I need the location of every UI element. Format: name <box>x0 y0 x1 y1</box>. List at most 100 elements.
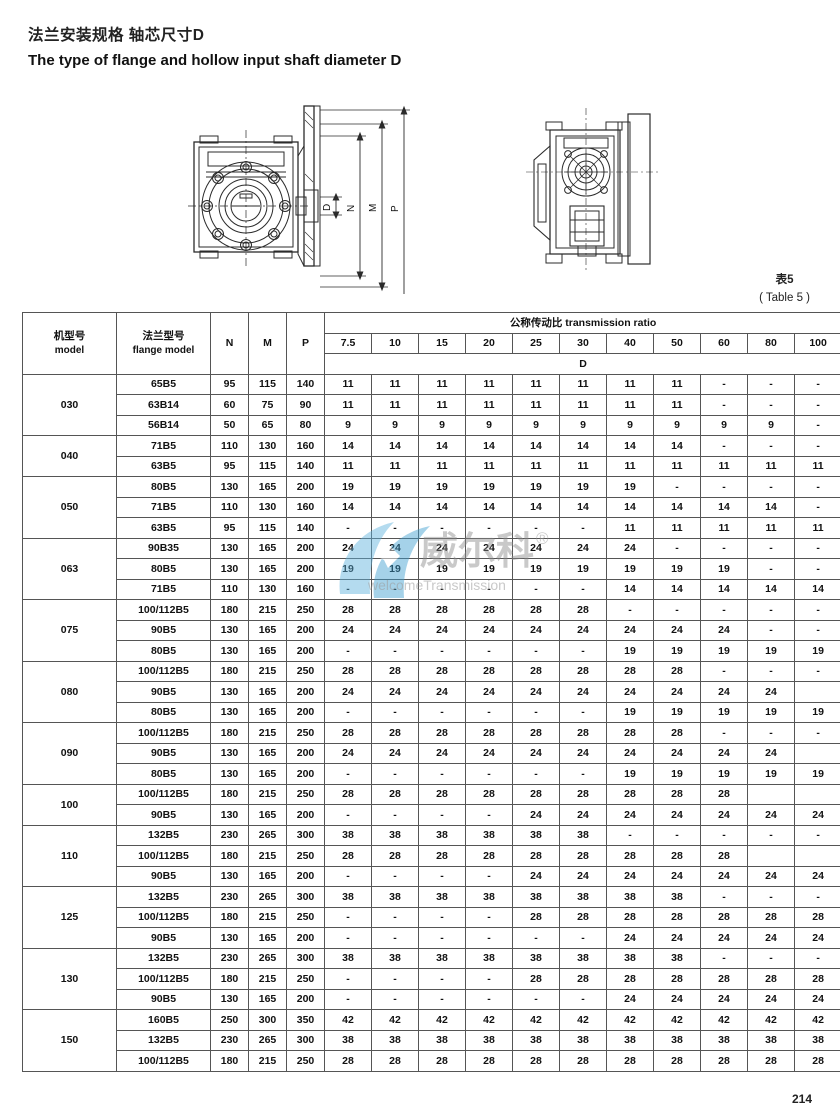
d-value-cell: 28 <box>465 783 513 805</box>
d-value-cell: 24 <box>747 804 795 826</box>
gearbox-side-view-drawing: D N M <box>186 94 426 304</box>
header-model: 机型号 model <box>22 312 117 375</box>
flange-model-cell: 100/112B5 <box>116 599 211 621</box>
d-value-cell: 28 <box>512 845 560 867</box>
d-value-cell: - <box>700 947 748 969</box>
spec-table-wrapper: 机型号 model 法兰型号 flange model N M P 公称传动比 … <box>22 312 840 1072</box>
flange-model-cell: 90B5 <box>116 988 211 1010</box>
d-value-cell: 28 <box>700 845 748 867</box>
d-value-cell: - <box>606 824 654 846</box>
d-value-cell: 42 <box>371 1009 419 1031</box>
dimension-n-cell: 130 <box>210 537 249 559</box>
d-value-cell: 24 <box>606 988 654 1010</box>
flange-model-cell: 80B5 <box>116 640 211 662</box>
dimension-label-n: N <box>346 205 357 212</box>
d-value-cell: 19 <box>512 558 560 580</box>
d-value-cell: 28 <box>653 845 701 867</box>
d-value-cell: - <box>465 640 513 662</box>
dimension-n-cell: 110 <box>210 435 249 457</box>
d-value-cell: 38 <box>700 1029 748 1051</box>
d-value-cell: - <box>793 373 840 395</box>
d-value-cell: 38 <box>653 1029 701 1051</box>
header-ratio-7-5: 7.5 <box>324 332 372 354</box>
d-value-cell: 11 <box>324 455 372 477</box>
header-ratio-20: 20 <box>465 332 513 354</box>
d-value-cell: 14 <box>324 496 372 518</box>
d-value-cell: - <box>371 578 419 600</box>
d-value-cell: - <box>418 968 466 990</box>
d-value-cell: 28 <box>606 783 654 805</box>
d-value-cell: - <box>324 701 372 723</box>
header-ratio-60: 60 <box>700 332 748 354</box>
d-value-cell: 19 <box>700 640 748 662</box>
d-value-cell: 38 <box>606 947 654 969</box>
model-cell-050: 050 <box>22 476 117 539</box>
d-value-cell: 38 <box>465 947 513 969</box>
flange-model-cell: 100/112B5 <box>116 783 211 805</box>
d-value-cell: 14 <box>512 435 560 457</box>
d-value-cell: 38 <box>512 886 560 908</box>
d-value-cell: 28 <box>606 1050 654 1072</box>
dimension-label-d: D <box>322 204 333 211</box>
d-value-cell: 11 <box>793 455 840 477</box>
d-value-cell: 38 <box>747 1029 795 1051</box>
d-value-cell: 9 <box>559 414 607 436</box>
model-cell-090: 090 <box>22 722 117 785</box>
dimension-p-cell: 160 <box>286 496 325 518</box>
model-cell-100: 100 <box>22 783 117 826</box>
d-value-cell: 19 <box>371 558 419 580</box>
d-value-cell: 24 <box>606 681 654 703</box>
d-value-cell: 11 <box>700 455 748 477</box>
d-value-cell: - <box>324 517 372 539</box>
d-value-cell: 24 <box>512 804 560 826</box>
d-value-cell: 24 <box>653 927 701 949</box>
dimension-m-cell: 215 <box>248 599 287 621</box>
d-value-cell: 24 <box>747 988 795 1010</box>
dimension-m-cell: 165 <box>248 681 287 703</box>
d-value-cell: - <box>465 578 513 600</box>
table-row: 150 160B5 250 300 350 42 42 42 42 42 42 42 42 42 42 42 <box>22 1009 840 1072</box>
table-row: 130 132B5 230 265 300 38 38 38 38 38 38 38 38- - - <box>22 947 840 1010</box>
d-value-cell: 28 <box>465 660 513 682</box>
d-value-cell: - <box>418 701 466 723</box>
d-value-cell: 9 <box>653 414 701 436</box>
d-value-cell: 28 <box>418 599 466 621</box>
table-row: 110 132B5 230 265 300 38 38 38 38 38 38- - - - - <box>22 824 840 887</box>
d-value-cell: 38 <box>418 824 466 846</box>
d-value-cell: - <box>418 763 466 785</box>
d-value-cell: 9 <box>747 414 795 436</box>
d-value-cell: 11 <box>418 455 466 477</box>
d-value-cell: 9 <box>700 414 748 436</box>
d-value-cell: 24 <box>747 865 795 887</box>
dimension-n-cell: 50 <box>210 414 249 436</box>
d-value-cell: 24 <box>512 681 560 703</box>
dimension-n-cell: 230 <box>210 886 249 908</box>
d-value-cell: 11 <box>653 394 701 416</box>
model-cell-080: 080 <box>22 660 117 723</box>
d-value-cell: 11 <box>606 517 654 539</box>
d-value-cell: - <box>700 394 748 416</box>
d-value-cell: - <box>793 537 840 559</box>
d-value-cell: 28 <box>606 845 654 867</box>
table-row: 90B5 130 165 200- - - - - -24 24 24 24 24 <box>23 927 840 949</box>
d-value-cell: 24 <box>512 865 560 887</box>
d-value-cell: - <box>747 599 795 621</box>
flange-model-cell: 63B5 <box>116 455 211 477</box>
dimension-p-cell: 250 <box>286 783 325 805</box>
d-value-cell: 28 <box>418 845 466 867</box>
table-row: 050 80B5 130 165 200 19 19 19 19 19 19 19- - - - <box>22 476 840 539</box>
header-model-en: model <box>54 344 85 356</box>
d-value-cell: - <box>700 824 748 846</box>
dimension-n-cell: 250 <box>210 1009 249 1031</box>
d-value-cell: 24 <box>700 681 748 703</box>
d-value-cell: 24 <box>324 619 372 641</box>
d-value-cell: 19 <box>512 476 560 498</box>
d-value-cell: - <box>653 537 701 559</box>
dimension-p-cell: 250 <box>286 722 325 744</box>
d-value-cell: 24 <box>324 537 372 559</box>
dimension-m-cell: 265 <box>248 824 287 846</box>
d-value-cell: - <box>465 968 513 990</box>
header-flange: 法兰型号 flange model <box>116 312 211 375</box>
d-value-cell: - <box>465 517 513 539</box>
dimension-n-cell: 180 <box>210 1050 249 1072</box>
